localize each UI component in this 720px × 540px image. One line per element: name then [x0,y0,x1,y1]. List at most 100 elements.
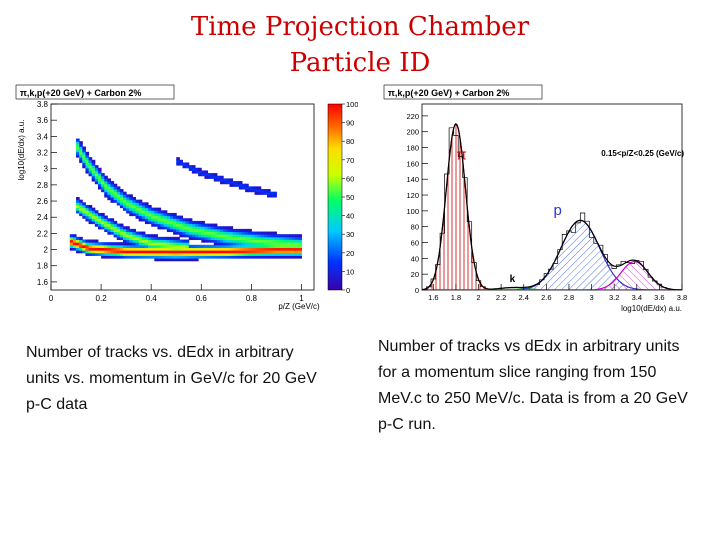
heatmap-cell [207,236,212,241]
heatmap-cell [123,202,127,206]
heatmap-cell [270,255,274,259]
heatmap-cell [232,247,237,251]
heatmap-cell [91,247,96,251]
y-tick-label: 60 [411,239,419,248]
heatmap-cell [123,228,127,233]
heatmap-cell [69,239,74,243]
x-tick-label: 2 [476,293,480,302]
heatmap-cell [251,242,256,246]
heatmap-cell [157,242,162,246]
heatmap-cell [207,252,212,256]
heatmap-cell [107,242,111,246]
heatmap-cell [241,239,246,243]
heatmap-cell [148,252,152,256]
heatmap-cell [257,236,262,241]
heatmap-cell [267,255,271,259]
heatmap-cell [94,244,99,248]
y-tick-label: 180 [406,144,419,153]
heatmap-cell [144,220,149,225]
heatmap-cell [101,178,105,182]
heatmap-cell [119,242,124,246]
heatmap-cell [88,157,93,161]
heatmap-cell [288,234,293,238]
heatmap-cell [94,165,99,169]
heatmap-cell [169,258,174,262]
heatmap-cell [285,236,290,241]
heatmap-cell [238,236,243,241]
heatmap-cell [248,242,252,246]
colorbar-tick-label: 60 [346,174,354,183]
heatmap-cell [76,207,80,211]
heatmap-cell [216,239,221,243]
heatmap-cell [204,234,209,238]
heatmap-cell [251,234,256,238]
heatmap-cell [91,175,96,179]
heatmap-cell [69,234,74,238]
heatmap-cell [119,236,124,241]
heatmap-cell [76,154,80,158]
heatmap-cell [248,236,252,241]
heatmap-cell [195,220,199,225]
heatmap-cell [201,170,205,174]
heatmap-cell [110,250,115,254]
heatmap-cell [273,231,277,235]
x-tick-label: 3 [589,293,593,302]
heatmap-cell [126,239,130,243]
heatmap-cell [160,258,165,262]
heatmap-cell [185,218,190,222]
heatmap-cell [235,228,240,233]
heatmap-cell [119,228,124,233]
heatmap-cell [97,220,102,225]
heatmap-cell [229,252,234,256]
heatmap-cell [188,255,193,259]
heatmap-cell [160,212,165,217]
heatmap-cell [298,234,302,238]
heatmap-cell [141,202,146,206]
heatmap-cell [110,255,115,259]
heatmap-cell [260,234,265,238]
heatmap-cell [126,252,130,256]
y-tick-label: 1.8 [37,262,49,271]
heatmap-cell [126,244,130,248]
heatmap-cell [241,242,246,246]
heatmap-cell [82,242,86,246]
heatmap-cell [201,231,205,235]
heatmap-cell [91,212,96,217]
heatmap-cell [91,162,96,166]
heatmap-cell [213,178,218,182]
heatmap-cell [119,191,124,195]
heatmap-cell [210,247,215,251]
heatmap-cell [260,244,265,248]
heatmap-cell [144,247,149,251]
heatmap-cell [295,239,299,243]
heatmap-cell [97,215,102,219]
heatmap-cell [82,210,86,214]
heatmap-cell [79,154,83,158]
heatmap-cell [179,242,183,246]
heatmap-cell [135,242,140,246]
heatmap-cell [210,226,215,230]
heatmap-cell [169,218,174,222]
heatmap-cell [270,191,274,195]
heatmap-cell [154,207,158,211]
heatmap-cell [138,215,143,219]
heatmap-cell [241,244,246,248]
heatmap-cell [273,194,277,198]
heatmap-cell [129,194,133,198]
heatmap-cell [179,239,183,243]
heatmap-cell [204,252,209,256]
heatmap-cell [116,244,121,248]
heatmap-cell [138,210,143,214]
heatmap-cell [82,157,86,161]
heatmap-cell [154,258,158,262]
y-tick-label: 2.2 [37,229,49,238]
heatmap-cell [226,228,230,233]
heatmap-cell [148,247,152,251]
heatmap-cell [251,247,256,251]
heatmap-cell [188,250,193,254]
heatmap-cell [110,186,115,190]
heatmap-cell [129,255,133,259]
heatmap-cell [216,175,221,179]
heatmap-cell [135,252,140,256]
heatmap-cell [182,228,187,233]
